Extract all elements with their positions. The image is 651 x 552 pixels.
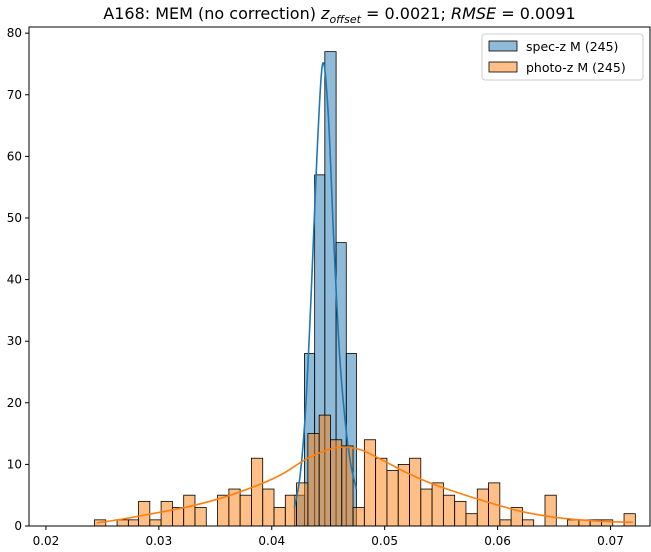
title-rmse-symbol: RMSE [451,4,497,23]
title-z-subscript: offset [329,13,361,26]
title-z-value: = 0.0021; [361,4,451,23]
photo-z-bar [442,494,456,527]
photo-z-bar [465,513,478,527]
legend-label-photo-z: photo-z M (245) [526,60,626,75]
photo-z-kde-line [96,446,634,524]
y-tick-label: 70 [7,88,22,102]
legend-swatch-spec-z [488,40,518,52]
photo-z-bar [116,519,129,527]
photo-z-bar [409,457,422,527]
y-tick-label: 20 [7,396,22,410]
photo-z-bar [284,494,297,527]
title-z-symbol: z [320,4,330,23]
photo-z-histogram [94,414,636,527]
y-tick-label: 50 [7,211,22,225]
legend-box [481,33,644,81]
photo-z-bar [454,500,467,527]
y-tick-label: 10 [7,457,22,471]
photo-z-bar [262,488,275,527]
plot-area [94,51,636,527]
photo-z-bar [476,488,489,527]
legend-label-spec-z: spec-z M (245) [526,39,618,54]
photo-z-bar [499,519,512,527]
x-tick-label: 0.05 [371,534,398,548]
photo-z-bar [352,507,365,527]
legend-swatch-photo-z [488,61,518,73]
photo-z-bar [318,414,331,527]
photo-z-bar [623,513,636,527]
y-tick-label: 0 [14,519,22,533]
photo-z-bar [544,494,557,527]
photo-z-bar [431,482,444,527]
x-tick-label: 0.03 [145,534,172,548]
photo-z-bar [194,507,207,527]
y-tick-label: 80 [7,26,22,40]
chart-title: A168: MEM (no correction) zoffset = 0.00… [103,4,575,26]
photo-z-bar [375,457,388,527]
axes: 0.02 0.03 0.04 0.05 0.06 0.07 0 10 20 30 40 50 60 70 8… [7,26,651,548]
title-rmse-value: = 0.0091 [496,4,576,23]
photo-z-bar [567,519,580,527]
photo-z-bar [522,519,535,527]
axes-frame [28,26,651,527]
photo-z-bar [127,519,139,527]
photo-z-bar [307,433,320,527]
photo-z-bar [386,470,399,527]
y-tick-label: 30 [7,334,22,348]
x-tick-label: 0.06 [484,534,511,548]
legend: spec-z M (245) photo-z M (245) [481,33,644,81]
x-tick-label: 0.04 [258,534,285,548]
photo-z-bar [341,445,354,527]
spec-z-kde-line [293,61,358,508]
photo-z-bar [183,494,196,527]
y-tick-label: 40 [7,273,22,287]
photo-z-bar [239,494,252,527]
photo-z-bar [420,488,433,527]
photo-z-bar [330,439,343,527]
photo-z-bar [149,519,162,527]
photo-z-bar [160,500,173,527]
photo-z-bar [217,494,230,527]
photo-z-bar [251,457,264,527]
x-tick-label: 0.02 [33,534,60,548]
title-prefix: A168: MEM (no correction) [103,4,321,23]
x-tick-label: 0.07 [597,534,624,548]
photo-z-bar [273,507,286,527]
y-tick-label: 60 [7,149,22,163]
